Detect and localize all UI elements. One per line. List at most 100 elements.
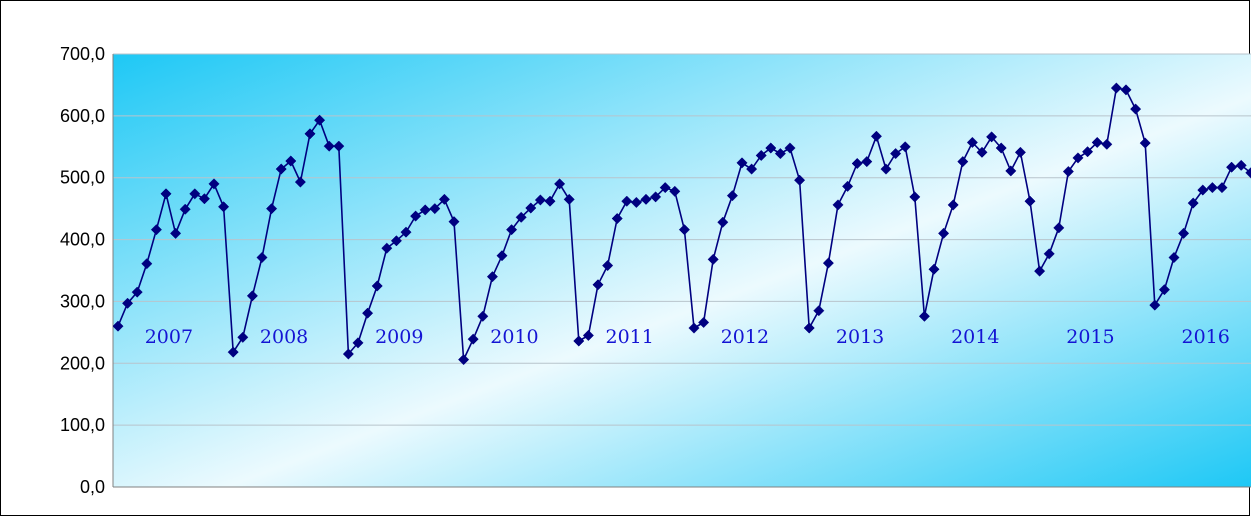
data-point	[131, 286, 143, 298]
data-point	[726, 190, 738, 202]
data-point	[774, 148, 786, 160]
year-label: 2010	[490, 326, 538, 348]
data-point	[218, 201, 230, 213]
data-point	[525, 202, 537, 214]
data-point	[467, 333, 479, 345]
data-point	[448, 216, 460, 228]
data-point	[957, 156, 969, 168]
data-point	[582, 329, 594, 342]
data-point	[429, 203, 441, 215]
data-point	[438, 193, 450, 205]
data-point	[170, 227, 182, 239]
y-tick-label: 500,0	[60, 168, 105, 188]
data-point	[976, 146, 988, 158]
data-point	[995, 142, 1007, 154]
year-labels: 2007 2008 2009 2010 2011 2012 2013 2014 2015 2016	[145, 326, 1230, 348]
data-point	[122, 297, 134, 309]
data-point	[342, 348, 354, 360]
data-point	[227, 346, 239, 358]
data-point	[918, 310, 930, 322]
data-point	[832, 199, 844, 211]
data-point	[160, 188, 172, 200]
data-point	[1120, 84, 1132, 96]
data-point	[352, 337, 364, 349]
plot-area	[113, 54, 1251, 487]
data-point	[602, 259, 614, 272]
data-point	[1034, 265, 1046, 277]
data-point	[890, 148, 902, 160]
data-point	[1139, 137, 1151, 149]
year-label: 2008	[260, 326, 308, 348]
data-point	[1091, 136, 1103, 149]
data-point	[477, 310, 489, 322]
year-label: 2009	[375, 326, 423, 348]
data-point	[294, 176, 306, 188]
gridlines	[113, 53, 1251, 426]
data-point	[496, 250, 508, 262]
data-point	[1014, 146, 1026, 158]
data-point	[592, 279, 604, 291]
y-tick-label: 600,0	[60, 106, 105, 126]
data-point	[650, 191, 662, 203]
data-point	[1082, 146, 1094, 158]
data-point	[822, 257, 834, 269]
data-point	[1062, 165, 1074, 178]
data-point	[563, 193, 575, 205]
data-point	[688, 322, 700, 334]
data-point	[794, 174, 806, 186]
data-point	[362, 307, 374, 319]
data-point	[1110, 82, 1122, 94]
data-point	[554, 178, 566, 190]
data-point	[899, 141, 911, 153]
data-point	[1149, 299, 1161, 311]
year-label: 2007	[145, 326, 193, 348]
data-point	[179, 203, 191, 215]
data-point	[410, 210, 422, 222]
data-point	[928, 263, 940, 275]
data-point	[851, 157, 863, 170]
data-point	[266, 203, 278, 215]
data-point	[141, 258, 153, 270]
data-point	[880, 163, 892, 175]
y-tick-label: 100,0	[60, 415, 105, 435]
data-point	[237, 331, 249, 343]
y-tick-label: 400,0	[60, 230, 105, 250]
data-point	[246, 290, 258, 302]
data-point	[947, 199, 959, 211]
data-point	[150, 224, 162, 236]
data-point	[669, 185, 681, 197]
data-point	[506, 224, 518, 236]
data-point	[938, 227, 950, 239]
data-point	[304, 128, 316, 140]
data-point	[275, 163, 287, 175]
data-point	[285, 155, 297, 167]
data-point	[1072, 152, 1084, 164]
data-point	[640, 193, 652, 205]
data-point	[755, 149, 767, 161]
data-point	[746, 163, 758, 175]
data-point	[1245, 167, 1251, 179]
data-point	[698, 316, 710, 329]
data-point	[1206, 182, 1218, 194]
data-point	[189, 188, 201, 200]
data-point	[198, 193, 210, 205]
data-point	[813, 305, 825, 317]
data-point	[861, 156, 873, 168]
data-point	[544, 195, 556, 207]
data-point	[1235, 159, 1247, 171]
data-point	[486, 271, 498, 283]
data-point	[113, 320, 124, 332]
data-point	[323, 140, 335, 152]
year-label: 2011	[606, 326, 654, 348]
year-label: 2014	[951, 326, 999, 348]
data-point	[803, 322, 815, 334]
data-point	[1158, 284, 1170, 296]
data-point	[784, 142, 796, 154]
data-point	[909, 191, 921, 203]
data-point	[659, 182, 671, 194]
data-point	[1043, 248, 1055, 260]
data-point	[371, 280, 383, 292]
data-point	[1197, 184, 1209, 196]
